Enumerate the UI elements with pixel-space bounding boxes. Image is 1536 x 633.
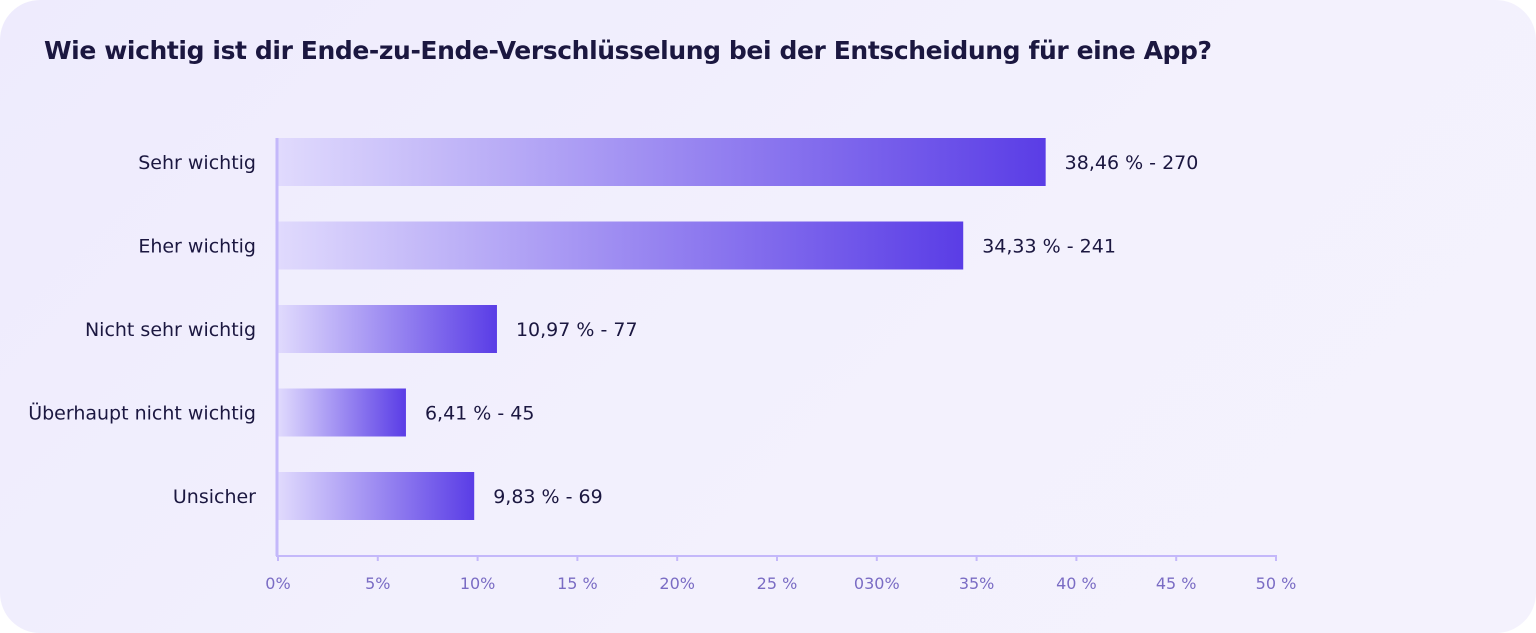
x-tick-label: 20% bbox=[659, 574, 695, 593]
x-tick-label: 40 % bbox=[1056, 574, 1097, 593]
x-tick-label: 15 % bbox=[557, 574, 598, 593]
x-tick-label: 5% bbox=[365, 574, 390, 593]
data-label: 9,83 % - 69 bbox=[493, 486, 603, 508]
bar bbox=[278, 138, 1046, 186]
category-label: Überhaupt nicht wichtig bbox=[28, 402, 256, 425]
x-tick-label: 0% bbox=[265, 574, 290, 593]
bar bbox=[278, 221, 964, 270]
x-tick-label: 35% bbox=[959, 574, 995, 593]
bar bbox=[278, 305, 497, 353]
category-label: Sehr wichtig bbox=[138, 152, 256, 174]
category-label: Eher wichtig bbox=[138, 236, 256, 258]
x-tick-label: 10% bbox=[460, 574, 496, 593]
data-label: 38,46 % - 270 bbox=[1065, 152, 1199, 174]
data-label: 10,97 % - 77 bbox=[516, 319, 638, 341]
bar bbox=[278, 388, 406, 437]
category-label: Nicht sehr wichtig bbox=[85, 319, 256, 341]
bar bbox=[278, 472, 475, 520]
category-label: Unsicher bbox=[173, 486, 256, 508]
chart-title: Wie wichtig ist dir Ende-zu-Ende-Verschl… bbox=[44, 36, 1212, 65]
x-tick-label: 030% bbox=[854, 574, 900, 593]
x-tick-label: 25 % bbox=[757, 574, 798, 593]
data-label: 34,33 % - 241 bbox=[982, 236, 1116, 258]
x-tick-label: 50 % bbox=[1256, 574, 1297, 593]
data-label: 6,41 % - 45 bbox=[425, 403, 535, 425]
x-tick-label: 45 % bbox=[1156, 574, 1197, 593]
